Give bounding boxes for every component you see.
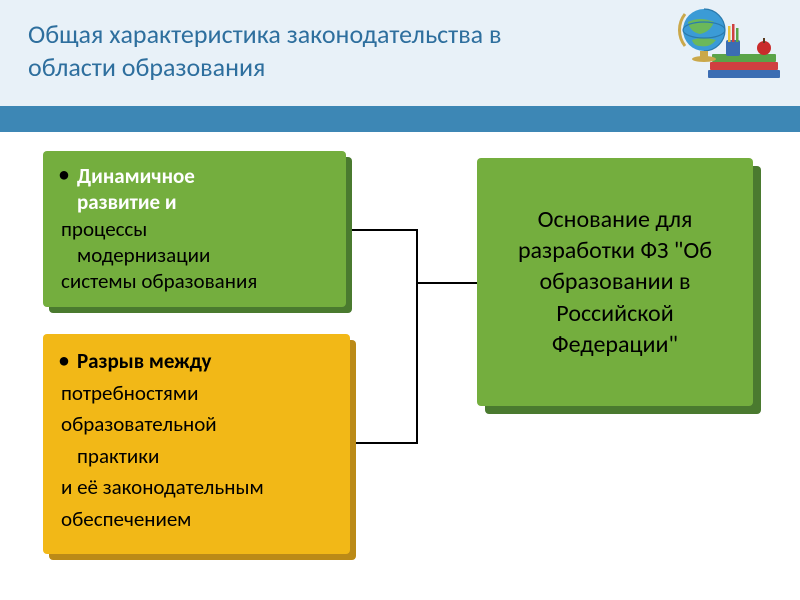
content-area: Динамичное развитие и процессы модерниза…	[0, 132, 800, 600]
connector-right	[416, 282, 478, 284]
box-gap: Разрыв между потребностями образовательн…	[43, 334, 350, 554]
box-dynamic-development: Динамичное развитие и процессы модерниза…	[43, 151, 346, 307]
box2-norm-2: образовательной	[61, 409, 332, 441]
box-basis-law: Основание для разработки ФЗ "Об образова…	[477, 158, 753, 406]
connector-bottom	[350, 442, 418, 444]
blue-band	[0, 106, 800, 132]
box1-bold-1: Динамичное	[77, 163, 328, 189]
box2-norm-1: потребностями	[61, 378, 332, 410]
box1-bold-2: развитие и	[77, 189, 328, 215]
globe-books-icon	[670, 4, 790, 99]
box2-norm-4: и её законодательным	[61, 472, 332, 504]
connector-vertical	[416, 229, 418, 444]
connector-top	[346, 229, 416, 231]
box3-text: Основание для разработки ФЗ "Об образова…	[495, 204, 735, 360]
box1-norm-1: процессы	[61, 216, 328, 242]
header-band: Общая характеристика законодательства в …	[0, 0, 800, 106]
page-title: Общая характеристика законодательства в …	[28, 18, 578, 83]
box2-norm-5: обеспечением	[61, 504, 332, 536]
box1-norm-2: модернизации	[77, 242, 328, 268]
box1-norm-3: системы образования	[61, 268, 328, 294]
box2-bold-1: Разрыв между	[77, 346, 332, 378]
box2-norm-3: практики	[77, 441, 332, 473]
